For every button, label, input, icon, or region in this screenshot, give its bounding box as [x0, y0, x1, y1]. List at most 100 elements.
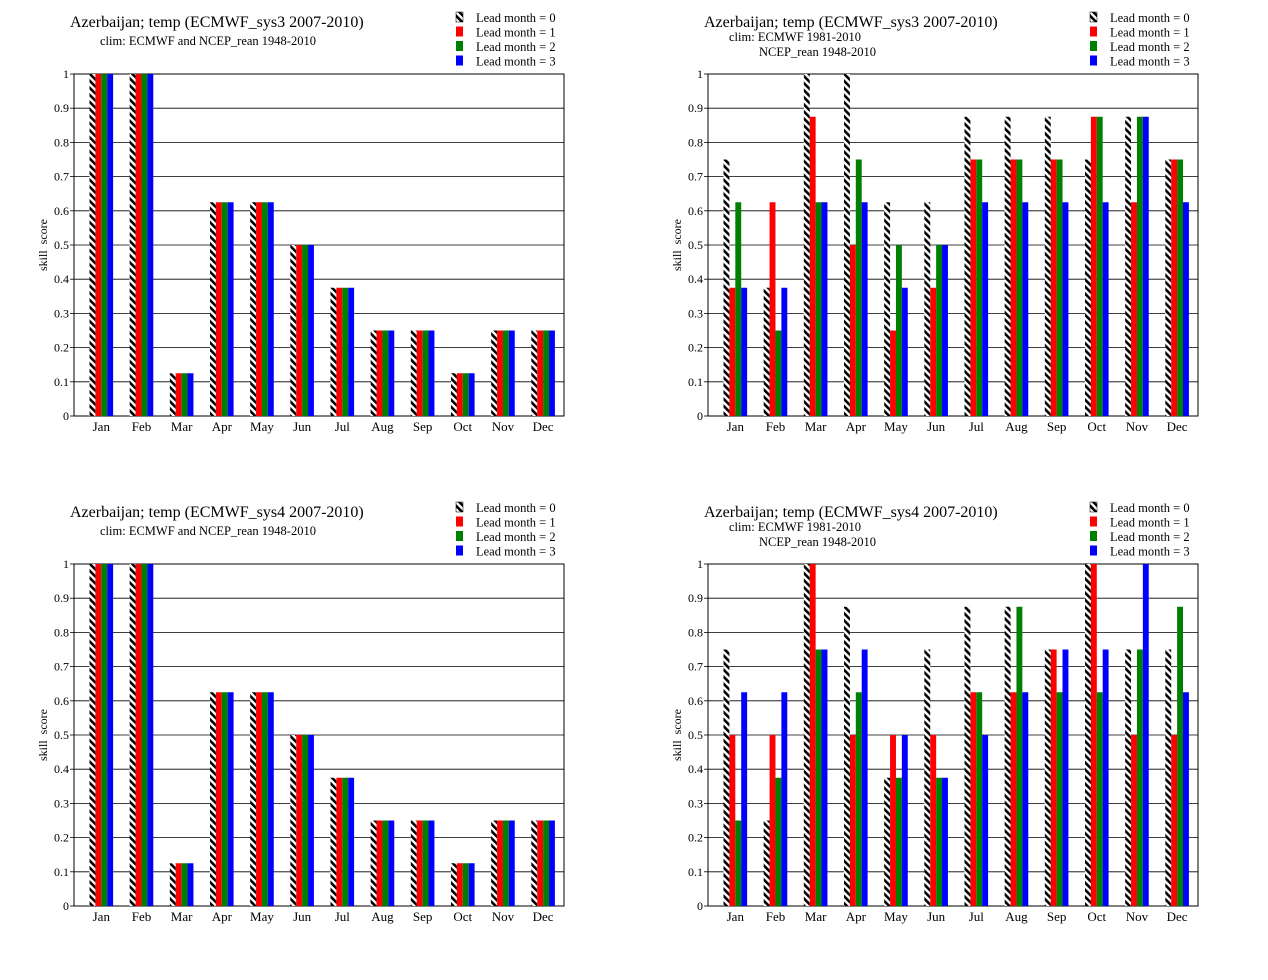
bar-may-lead1 — [890, 735, 896, 906]
x-tick-label: Feb — [766, 909, 786, 924]
bar-oct-lead1 — [1090, 564, 1097, 906]
bar-aug-lead0 — [370, 330, 377, 416]
plot-frame — [73, 563, 565, 907]
x-tick-label: Oct — [453, 419, 472, 434]
y-tick-label: 0.5 — [688, 238, 703, 252]
bar-jun-lead1 — [296, 735, 303, 906]
bar-dec-lead1 — [537, 330, 544, 416]
x-tick-label: Jul — [969, 909, 985, 924]
bar-may-lead1 — [890, 330, 896, 416]
chart-panel-2: Azerbaijan; temp (ECMWF_sys3 2007-2010)c… — [670, 11, 1199, 434]
y-tick-label: 0.6 — [688, 204, 703, 218]
bar-may-lead3 — [901, 735, 908, 906]
chart-panel-3: Azerbaijan; temp (ECMWF_sys4 2007-2010) c… — [36, 501, 565, 924]
legend-swatch — [1090, 26, 1097, 37]
legend-entry: Lead month = 2 — [476, 530, 556, 544]
bar-mar-lead1 — [809, 116, 816, 416]
bar-jan-lead0 — [89, 74, 96, 416]
legend-entry: Lead month = 3 — [1110, 55, 1190, 69]
bar-jan-lead1 — [729, 287, 736, 416]
bar-jun-lead3 — [308, 245, 314, 416]
bar-sep-lead1 — [416, 330, 423, 416]
bar-aug-lead3 — [1022, 202, 1029, 416]
bar-apr-lead0 — [844, 74, 850, 416]
bar-mar-lead0 — [803, 564, 810, 906]
bar-jun-lead2 — [302, 735, 309, 906]
bar-mar-lead3 — [821, 649, 828, 906]
bar-dec-lead3 — [1183, 692, 1189, 906]
x-tick-label: May — [250, 419, 274, 434]
y-tick-label: 0.2 — [688, 341, 703, 355]
x-tick-label: Sep — [413, 909, 433, 924]
bar-feb-lead1 — [769, 735, 776, 906]
bar-feb-lead3 — [147, 74, 154, 416]
bar-jul-lead0 — [330, 287, 337, 416]
bar-oct-lead1 — [1090, 116, 1097, 416]
bar-sep-lead0 — [1044, 116, 1051, 416]
bar-apr-lead1 — [215, 692, 222, 906]
x-tick-label: Feb — [132, 909, 152, 924]
legend-swatch — [1090, 41, 1097, 51]
bar-sep-lead1 — [1050, 649, 1057, 906]
bar-nov-lead1 — [1131, 202, 1137, 416]
legend-entry: Lead month = 2 — [476, 40, 556, 54]
bar-feb-lead2 — [775, 330, 782, 416]
bar-feb-lead2 — [775, 777, 782, 906]
y-tick-label: 0.5 — [54, 728, 69, 742]
bar-oct-lead0 — [1084, 564, 1091, 906]
bar-feb-lead1 — [135, 564, 142, 906]
bar-nov-lead0 — [1125, 116, 1132, 416]
bar-nov-lead2 — [1136, 116, 1143, 416]
bar-dec-lead3 — [1183, 202, 1189, 416]
y-tick-label: 0.5 — [54, 238, 69, 252]
bar-oct-lead2 — [462, 863, 469, 906]
bar-jan-lead2 — [735, 820, 742, 906]
bar-sep-lead2 — [1056, 159, 1063, 416]
bar-dec-lead0 — [531, 820, 538, 906]
bar-aug-lead2 — [382, 330, 389, 416]
bar-sep-lead1 — [416, 820, 423, 906]
bar-feb-lead1 — [769, 202, 776, 416]
bar-jul-lead1 — [336, 777, 343, 906]
bar-mar-lead3 — [821, 202, 828, 416]
x-tick-label: Jan — [93, 909, 111, 924]
bar-aug-lead1 — [376, 330, 383, 416]
chart-subtitle-line: NCEP_rean 1948-2010 — [759, 535, 876, 549]
bar-dec-lead3 — [549, 820, 555, 906]
bar-jun-lead3 — [308, 735, 314, 906]
bar-nov-lead2 — [502, 820, 509, 906]
bar-aug-lead2 — [1016, 606, 1023, 906]
x-tick-label: Aug — [1005, 909, 1028, 924]
chart-subtitle-line: clim: ECMWF 1981-2010 — [729, 520, 861, 534]
legend-entry: Lead month = 0 — [476, 11, 556, 25]
bar-mar-lead0 — [803, 74, 810, 416]
bar-apr-lead1 — [215, 202, 222, 416]
x-tick-label: Jun — [927, 419, 946, 434]
bar-mar-lead2 — [181, 373, 188, 416]
x-tick-label: Apr — [212, 419, 233, 434]
y-tick-label: 1 — [697, 557, 703, 571]
y-tick-label: 0 — [697, 409, 703, 423]
bar-apr-lead3 — [861, 202, 868, 416]
x-tick-label: Dec — [533, 419, 554, 434]
chart-subtitle-line: clim: ECMWF 1981-2010 — [729, 30, 861, 44]
x-tick-label: Nov — [492, 419, 515, 434]
legend-entry: Lead month = 1 — [476, 516, 556, 530]
bar-jan-lead2 — [101, 74, 108, 416]
y-tick-label: 0.4 — [54, 272, 69, 286]
y-tick-label: 0.1 — [688, 865, 703, 879]
bar-jun-lead1 — [930, 735, 937, 906]
bar-nov-lead2 — [1136, 649, 1143, 906]
bar-oct-lead2 — [462, 373, 469, 416]
x-tick-label: Dec — [533, 909, 554, 924]
bar-mar-lead2 — [181, 863, 188, 906]
bar-jul-lead1 — [970, 692, 977, 906]
y-tick-label: 0.3 — [54, 306, 69, 320]
x-tick-label: Oct — [453, 909, 472, 924]
y-tick-label: 0.6 — [54, 694, 69, 708]
y-tick-label: 0.9 — [54, 591, 69, 605]
bar-mar-lead0 — [169, 373, 176, 416]
bar-jul-lead2 — [342, 777, 349, 906]
bar-jul-lead2 — [342, 287, 349, 416]
bar-mar-lead1 — [175, 373, 182, 416]
